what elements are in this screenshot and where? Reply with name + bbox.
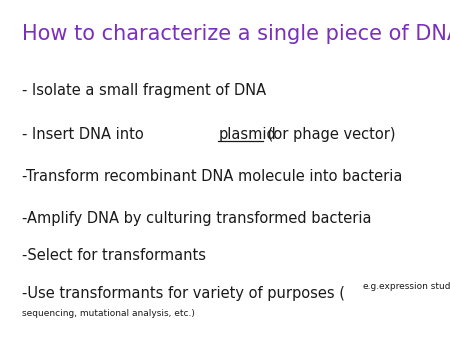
Text: -Use transformants for variety of purposes (: -Use transformants for variety of purpos… (22, 286, 346, 300)
Text: How to characterize a single piece of DNA: How to characterize a single piece of DN… (22, 24, 450, 44)
Text: -Amplify DNA by culturing transformed bacteria: -Amplify DNA by culturing transformed ba… (22, 211, 372, 226)
Text: -Transform recombinant DNA molecule into bacteria: -Transform recombinant DNA molecule into… (22, 169, 403, 184)
Text: - Isolate a small fragment of DNA: - Isolate a small fragment of DNA (22, 83, 266, 98)
Text: - Insert DNA into: - Insert DNA into (22, 127, 149, 142)
Text: plasmid: plasmid (218, 127, 276, 142)
Text: expression studies,: expression studies, (379, 282, 450, 291)
Text: (or phage vector): (or phage vector) (263, 127, 396, 142)
Text: -Select for transformants: -Select for transformants (22, 248, 207, 263)
Text: sequencing, mutational analysis, etc.): sequencing, mutational analysis, etc.) (22, 309, 195, 318)
Text: e.g.: e.g. (362, 282, 379, 291)
